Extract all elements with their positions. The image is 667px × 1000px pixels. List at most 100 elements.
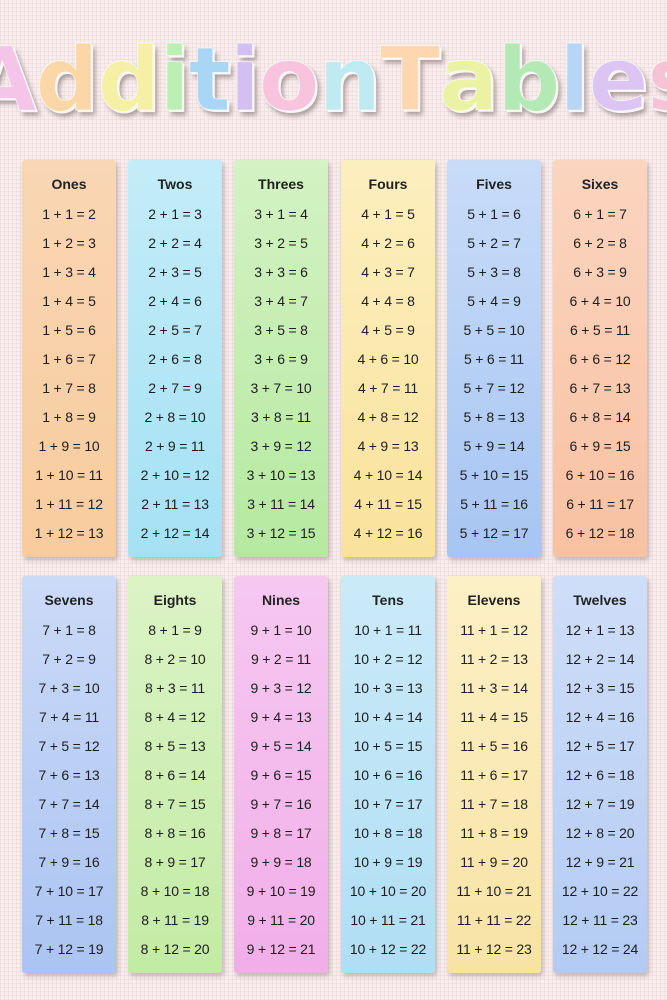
title-letter: T (379, 28, 440, 131)
title-letter: s (647, 29, 667, 130)
title-letter: o (258, 28, 319, 131)
equation-row: 4 + 4 = 8 (361, 293, 415, 309)
equation-row: 12 + 7 = 19 (565, 796, 635, 812)
equation-row: 12 + 11 = 23 (562, 912, 638, 928)
equation-row: 9 + 1 = 10 (250, 622, 312, 638)
table-card-nines: Nines 9 + 1 = 10 9 + 2 = 11 9 + 3 = 12 9 + 4… (234, 576, 328, 973)
equation-row: 3 + 2 = 5 (254, 235, 308, 251)
equation-row: 2 + 10 = 12 (140, 467, 210, 483)
table-card-tens: Tens 10 + 1 = 11 10 + 2 = 12 10 + 3 = 13 10 … (341, 576, 435, 973)
equation-row: 2 + 8 = 10 (144, 409, 206, 425)
equation-row: 6 + 11 = 17 (566, 496, 634, 512)
equation-row: 1 + 5 = 6 (42, 322, 96, 338)
table-title: Fours (368, 176, 408, 192)
table-card-fours: Fours 4 + 1 = 5 4 + 2 = 6 4 + 3 = 7 4 + 4 = … (341, 160, 435, 557)
equation-row: 4 + 3 = 7 (361, 264, 415, 280)
equation-row: 12 + 2 = 14 (565, 651, 635, 667)
equation-row: 9 + 10 = 19 (246, 883, 316, 899)
equation-row: 2 + 1 = 3 (148, 206, 202, 222)
equation-row: 1 + 4 = 5 (42, 293, 96, 309)
equation-row: 6 + 5 = 11 (569, 322, 631, 338)
equation-row: 6 + 9 = 15 (569, 438, 631, 454)
equation-row: 11 + 2 = 13 (460, 651, 528, 667)
equation-row: 11 + 5 = 16 (460, 738, 528, 754)
table-card-twelves: Twelves 12 + 1 = 13 12 + 2 = 14 12 + 3 = 15… (553, 576, 647, 973)
table-card-ones: Ones 1 + 1 = 2 1 + 2 = 3 1 + 3 = 4 1 + 4 = 5… (22, 160, 116, 557)
equation-row: 10 + 12 = 22 (349, 941, 427, 957)
equation-row: 6 + 6 = 12 (569, 351, 631, 367)
equation-row: 4 + 9 = 13 (357, 438, 419, 454)
equation-row: 8 + 7 = 15 (144, 796, 206, 812)
equation-row: 12 + 9 = 21 (565, 854, 635, 870)
equation-row: 7 + 8 = 15 (38, 825, 100, 841)
title-letter: i (159, 28, 190, 131)
equation-row: 4 + 6 = 10 (357, 351, 419, 367)
equation-row: 9 + 11 = 20 (247, 912, 315, 928)
equation-row: 12 + 6 = 18 (565, 767, 635, 783)
equation-row: 12 + 8 = 20 (565, 825, 635, 841)
equation-row: 2 + 6 = 8 (148, 351, 202, 367)
equation-row: 3 + 5 = 8 (254, 322, 308, 338)
equation-row: 5 + 2 = 7 (467, 235, 521, 251)
equation-row: 9 + 12 = 21 (246, 941, 316, 957)
equation-row: 10 + 7 = 17 (353, 796, 423, 812)
title-letter: d (35, 28, 99, 131)
title-letter: i (229, 28, 260, 131)
equation-row: 11 + 6 = 17 (460, 767, 528, 783)
table-card-fives: Fives 5 + 1 = 6 5 + 2 = 7 5 + 3 = 8 5 + 4 = … (447, 160, 541, 557)
equation-row: 9 + 5 = 14 (250, 738, 312, 754)
equation-row: 5 + 4 = 9 (467, 293, 521, 309)
table-title: Nines (261, 592, 301, 608)
table-title: Twelves (573, 592, 627, 608)
table-card-sixes: Sixes 6 + 1 = 7 6 + 2 = 8 6 + 3 = 9 6 + 4 = … (553, 160, 647, 557)
equation-row: 4 + 7 = 11 (357, 380, 419, 396)
equation-row: 3 + 12 = 15 (246, 525, 316, 541)
equation-row: 2 + 9 = 11 (144, 438, 206, 454)
equation-row: 8 + 3 = 11 (144, 680, 206, 696)
equation-row: 3 + 10 = 13 (246, 467, 316, 483)
equation-row: 2 + 5 = 7 (148, 322, 202, 338)
equation-row: 1 + 12 = 13 (34, 525, 104, 541)
equation-row: 6 + 3 = 9 (573, 264, 627, 280)
equation-row: 1 + 1 = 2 (42, 206, 96, 222)
equation-row: 7 + 6 = 13 (38, 767, 100, 783)
equation-row: 8 + 11 = 19 (141, 912, 209, 928)
equation-row: 5 + 1 = 6 (467, 206, 521, 222)
equation-row: 8 + 6 = 14 (144, 767, 206, 783)
equation-row: 8 + 10 = 18 (140, 883, 210, 899)
equation-row: 2 + 2 = 4 (148, 235, 202, 251)
equation-row: 12 + 3 = 15 (565, 680, 635, 696)
equation-row: 7 + 5 = 12 (38, 738, 100, 754)
equation-row: 10 + 5 = 15 (353, 738, 423, 754)
table-card-elevens: Elevens 11 + 1 = 12 11 + 2 = 13 11 + 3 = 14… (447, 576, 541, 973)
equation-row: 7 + 10 = 17 (34, 883, 104, 899)
equation-row: 5 + 6 = 11 (463, 351, 525, 367)
equation-row: 9 + 9 = 18 (250, 854, 312, 870)
equation-row: 10 + 9 = 19 (353, 854, 423, 870)
equation-row: 11 + 4 = 15 (460, 709, 528, 725)
title-letter: b (497, 28, 561, 131)
equation-row: 2 + 12 = 14 (140, 525, 210, 541)
equation-row: 8 + 2 = 10 (144, 651, 206, 667)
equation-row: 4 + 1 = 5 (361, 206, 415, 222)
equation-row: 9 + 6 = 15 (250, 767, 312, 783)
equation-row: 4 + 5 = 9 (361, 322, 415, 338)
equation-row: 4 + 2 = 6 (361, 235, 415, 251)
equation-row: 6 + 10 = 16 (565, 467, 635, 483)
equation-row: 9 + 2 = 11 (250, 651, 312, 667)
equation-row: 11 + 3 = 14 (460, 680, 528, 696)
equation-row: 1 + 11 = 12 (35, 496, 103, 512)
equation-row: 7 + 7 = 14 (38, 796, 100, 812)
equation-row: 3 + 6 = 9 (254, 351, 308, 367)
table-card-eights: Eights 8 + 1 = 9 8 + 2 = 10 8 + 3 = 11 8 + 4… (128, 576, 222, 973)
title-letter: t (188, 28, 231, 131)
equation-row: 5 + 9 = 14 (463, 438, 525, 454)
equation-row: 9 + 3 = 12 (250, 680, 312, 696)
equation-row: 11 + 8 = 19 (460, 825, 528, 841)
equation-row: 7 + 4 = 11 (38, 709, 100, 725)
equation-row: 5 + 7 = 12 (463, 380, 525, 396)
equation-row: 6 + 4 = 10 (569, 293, 631, 309)
equation-row: 7 + 2 = 9 (42, 651, 96, 667)
equation-row: 3 + 9 = 12 (250, 438, 312, 454)
equation-row: 7 + 9 = 16 (38, 854, 100, 870)
